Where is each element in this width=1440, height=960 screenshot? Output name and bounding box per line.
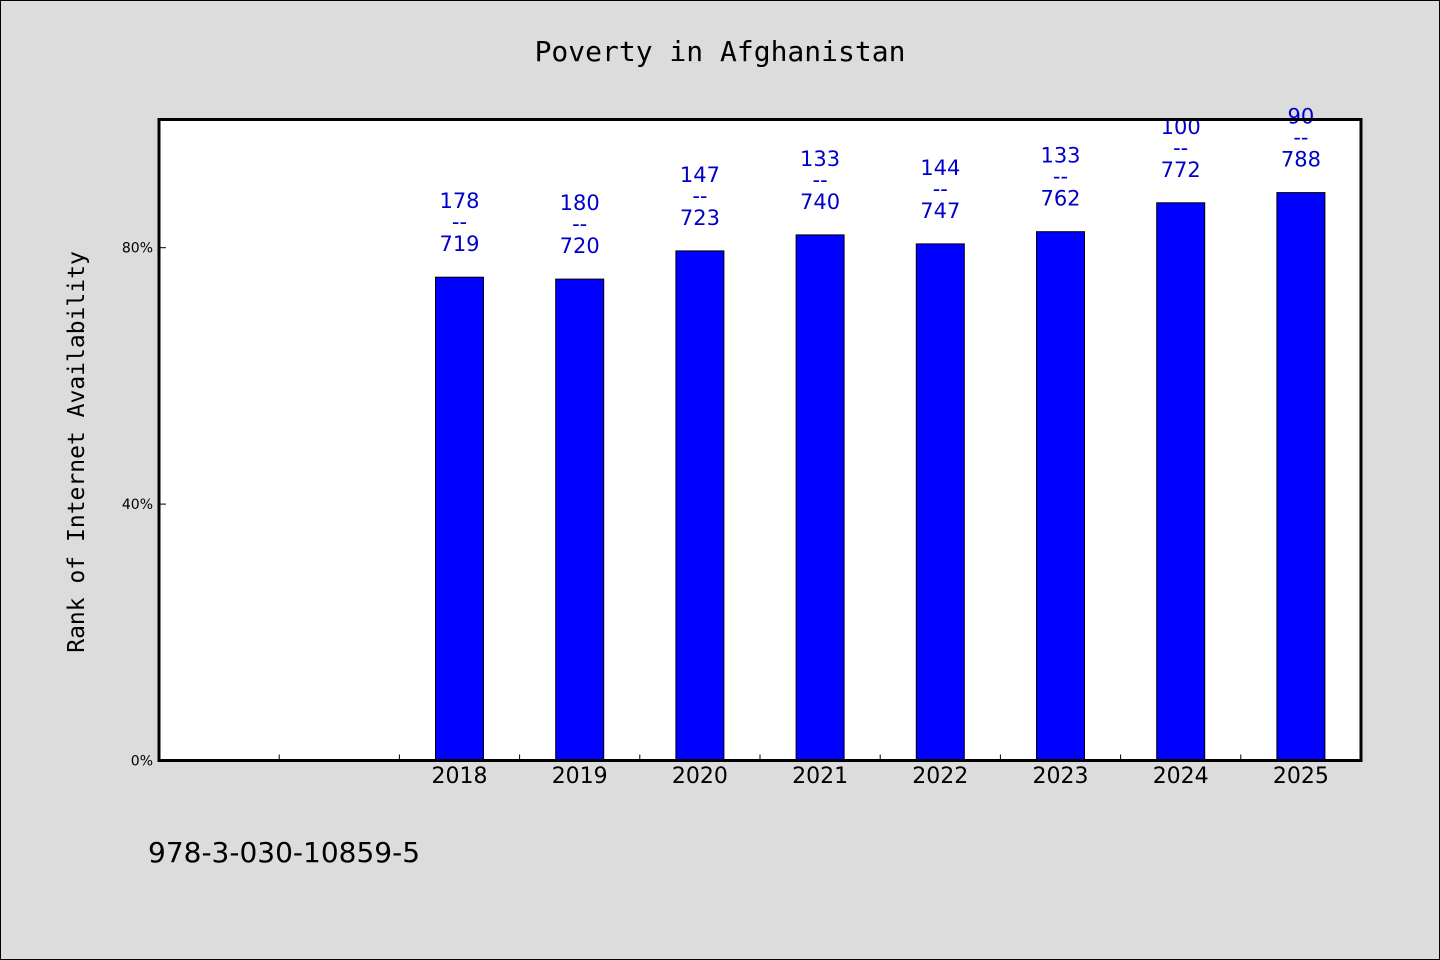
- bar-2023: [1036, 231, 1085, 761]
- data-label-top-2018: 178: [439, 189, 479, 213]
- x-tick-label-2023: 2023: [1033, 764, 1089, 789]
- bar-2020: [675, 250, 725, 761]
- x-tick-label-2021: 2021: [792, 764, 848, 789]
- x-tick-label-2020: 2020: [672, 764, 728, 789]
- y-axis: 0% 40% 80%: [122, 241, 166, 770]
- data-label-bottom-2021: 740: [800, 190, 840, 214]
- y-axis-label: Rank of Internet Availability: [64, 251, 90, 653]
- x-tick-label-2025: 2025: [1273, 764, 1329, 789]
- y-tick-label-80: 80%: [122, 241, 153, 257]
- x-tick-label-2018: 2018: [432, 764, 488, 789]
- bar-2021: [795, 234, 845, 761]
- data-label-separator-2019: --: [572, 212, 587, 236]
- data-label-bottom-2018: 719: [439, 232, 479, 256]
- y-tick-label-0: 0%: [131, 754, 153, 770]
- data-label-bottom-2020: 723: [680, 206, 720, 230]
- data-label-top-2019: 180: [560, 191, 600, 215]
- plot-frame: [157, 118, 1363, 762]
- data-label-separator-2020: --: [692, 184, 707, 208]
- data-label-bottom-2019: 720: [560, 234, 600, 258]
- data-label-top-2021: 133: [800, 147, 840, 171]
- data-label-separator-2023: --: [1053, 165, 1068, 189]
- data-labels-group: 178--719180--720147--723133--740144--747…: [439, 105, 1320, 259]
- data-label-bottom-2025: 788: [1281, 148, 1321, 172]
- data-label-top-2022: 144: [920, 156, 960, 180]
- bar-2025: [1276, 192, 1326, 762]
- bar-2019: [555, 278, 605, 761]
- data-label-top-2023: 133: [1040, 144, 1080, 168]
- bar-2022: [915, 243, 965, 761]
- data-label-separator-2022: --: [933, 177, 948, 201]
- data-label-separator-2021: --: [813, 168, 828, 192]
- data-label-top-2025: 90: [1288, 105, 1315, 129]
- data-label-separator-2024: --: [1173, 136, 1188, 160]
- x-tick-label-2022: 2022: [912, 764, 968, 789]
- x-tick-label-2024: 2024: [1153, 764, 1209, 789]
- bar-2018: [435, 276, 484, 761]
- data-label-bottom-2023: 762: [1040, 187, 1080, 211]
- isbn-footer: 978-3-030-10859-5: [148, 836, 420, 869]
- bars-group: [435, 192, 1326, 762]
- x-tick-label-2019: 2019: [552, 764, 608, 789]
- data-label-bottom-2022: 747: [920, 199, 960, 223]
- y-tick-label-40: 40%: [122, 497, 153, 513]
- data-label-separator-2018: --: [452, 210, 467, 234]
- data-label-bottom-2024: 772: [1161, 158, 1201, 182]
- chart-title: Poverty in Afghanistan: [535, 35, 906, 68]
- data-label-top-2020: 147: [680, 163, 720, 187]
- bar-2024: [1156, 202, 1206, 762]
- x-axis: 2018 2019 2020 2021 2022 2023 2024 2025: [278, 754, 1329, 789]
- data-label-separator-2025: --: [1293, 126, 1308, 150]
